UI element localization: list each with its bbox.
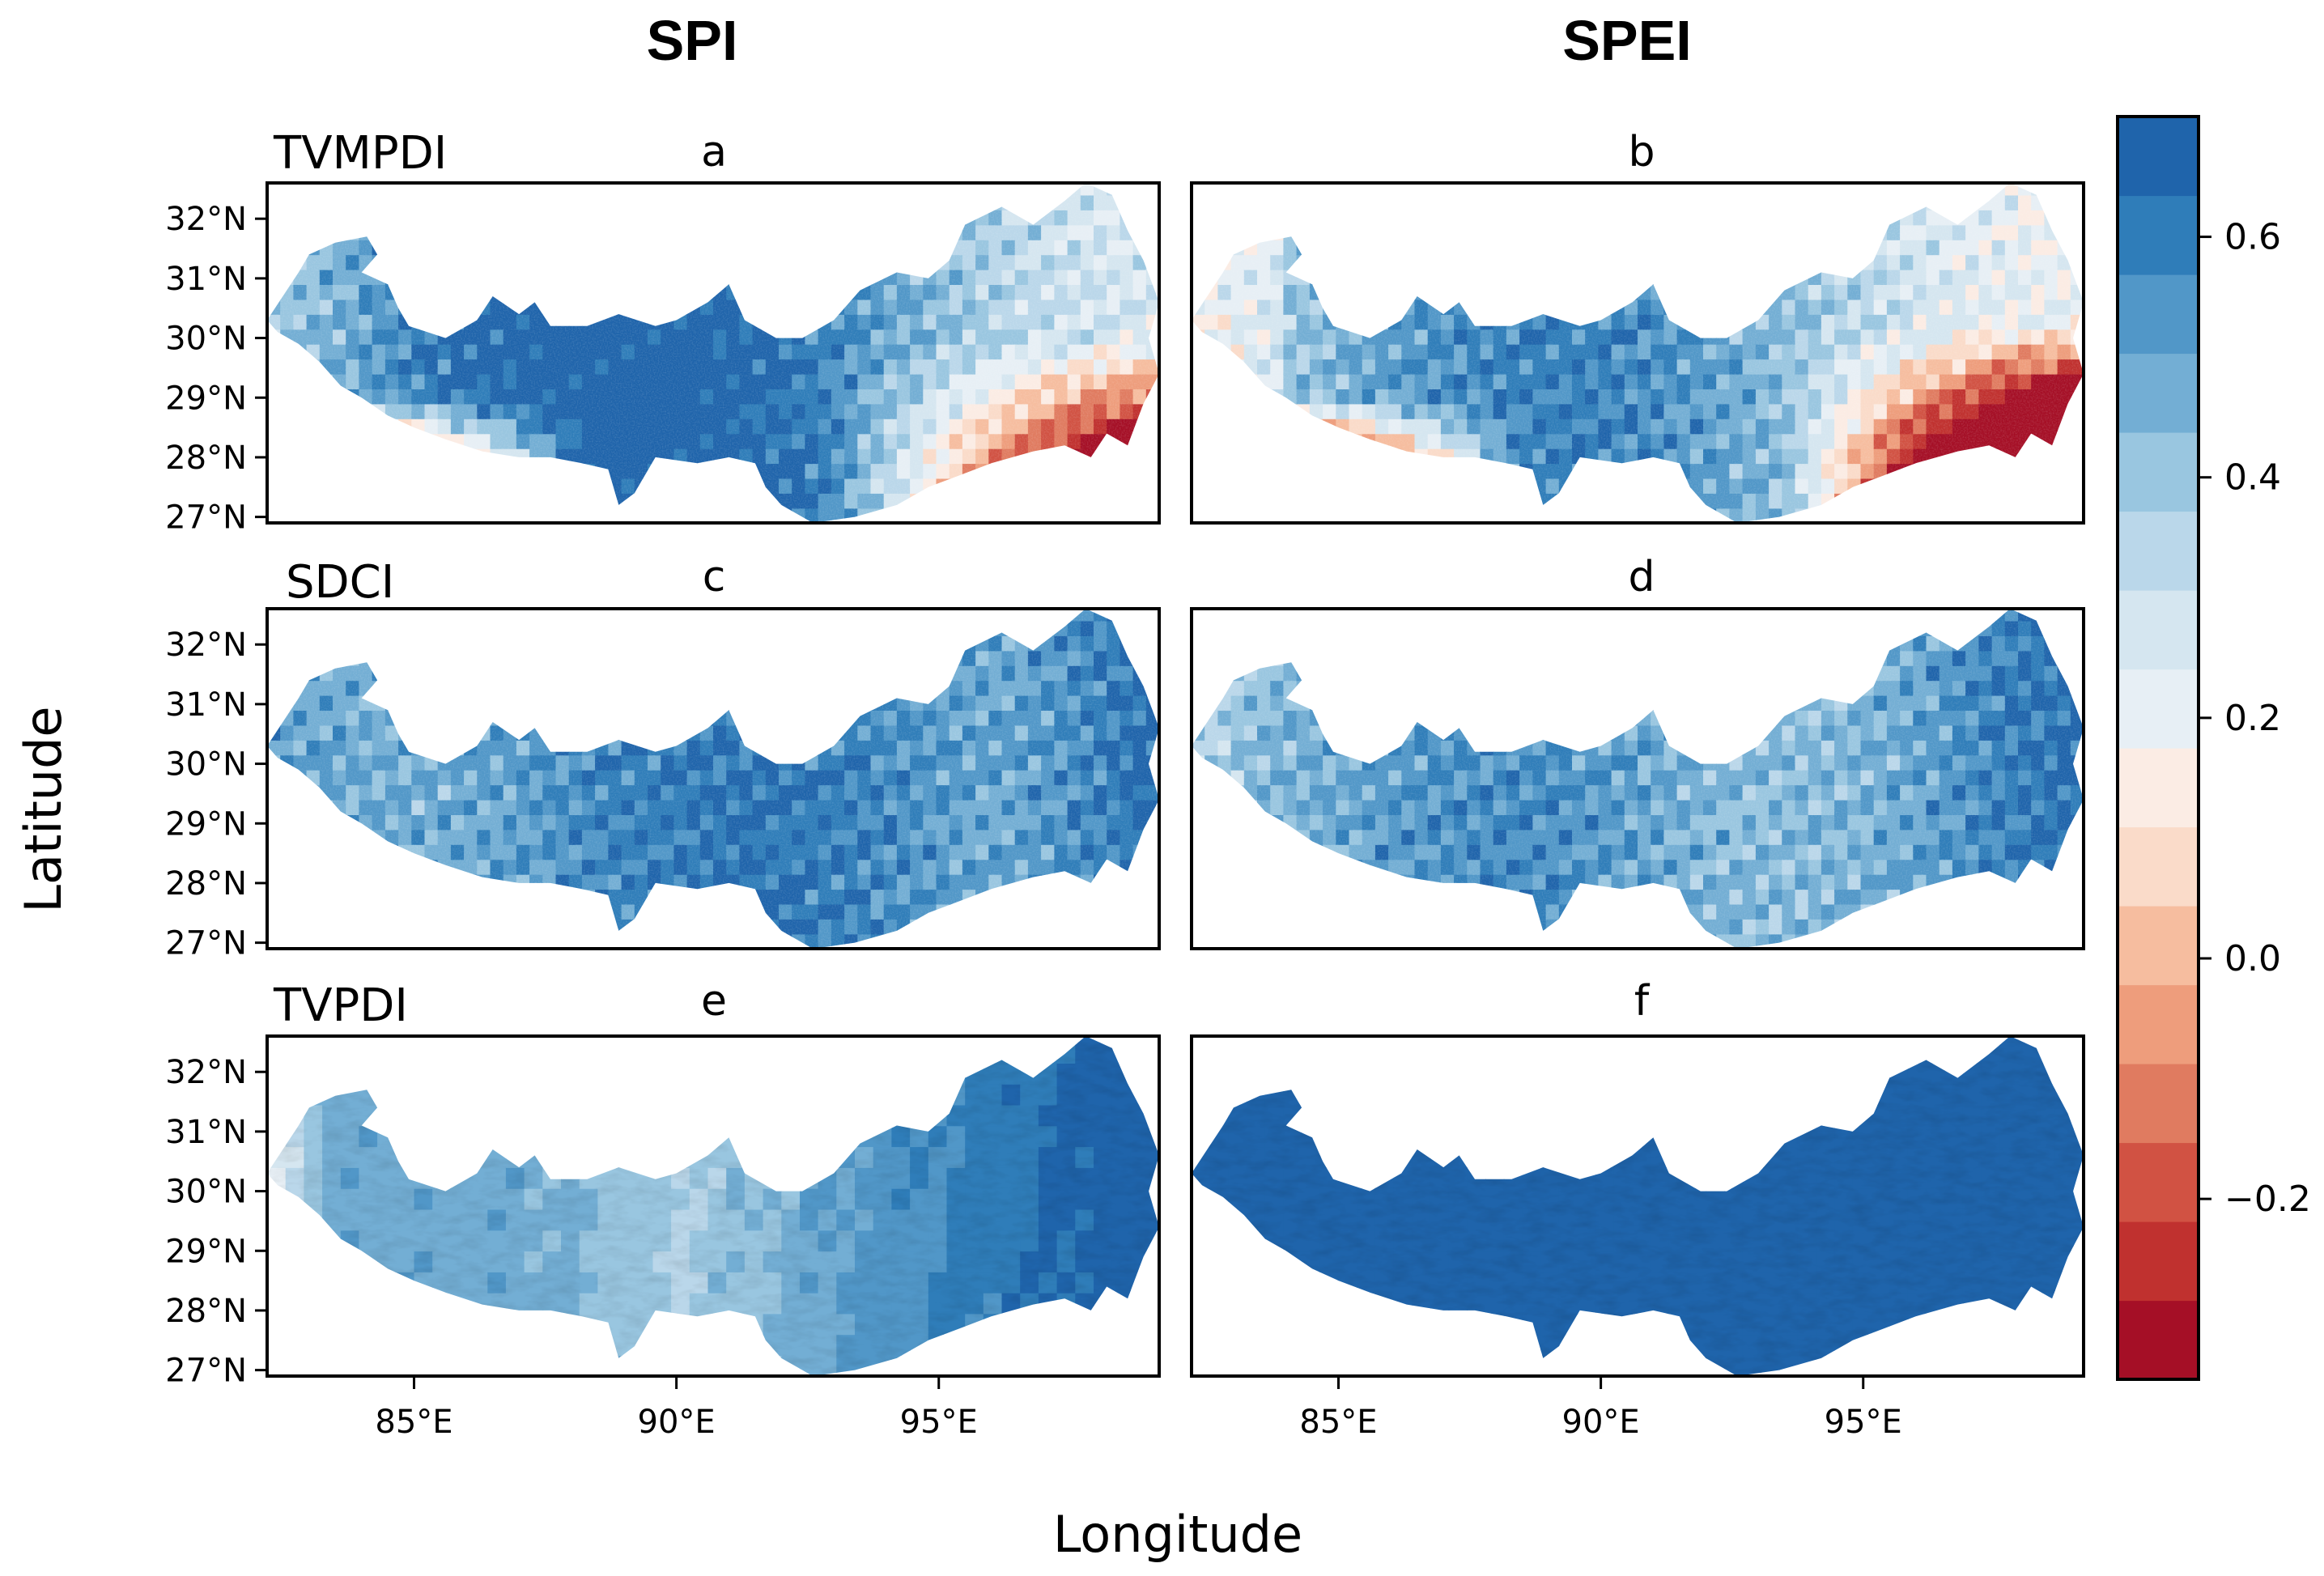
colorbar-segment bbox=[2118, 1142, 2199, 1222]
panel-frame-c bbox=[266, 607, 1161, 950]
colorbar-frame bbox=[2116, 115, 2200, 1381]
lat-tick-label: 27°N bbox=[165, 925, 247, 962]
panel-frame-f bbox=[1190, 1034, 2085, 1378]
map-panel-d bbox=[1190, 607, 2085, 950]
map-panel-f bbox=[1190, 1034, 2085, 1378]
row-label-sdci: SDCI bbox=[286, 556, 394, 609]
colorbar-segment bbox=[2118, 748, 2199, 828]
column-title-spei: SPEI bbox=[1562, 9, 1692, 72]
panel-label-b: b bbox=[1628, 128, 1655, 176]
latitude-axis: 27°N 28°N 29°N 30°N 31°N 32°N 27°N 28°N 29°N 30°N… bbox=[165, 201, 267, 1390]
lon-tick-label: 90°E bbox=[638, 1404, 716, 1441]
correlation-field-f bbox=[1192, 1036, 2084, 1376]
map-panel-b bbox=[1190, 181, 2085, 525]
lat-tick-label: 30°N bbox=[165, 746, 247, 784]
panel-label-c: c bbox=[703, 553, 726, 601]
lon-tick-label: 85°E bbox=[375, 1404, 452, 1441]
colorbar-segment bbox=[2118, 1064, 2199, 1144]
panel-label-e: e bbox=[701, 977, 727, 1026]
lat-tick-label: 28°N bbox=[165, 865, 247, 903]
lon-tick-label: 95°E bbox=[1825, 1404, 1902, 1441]
panel-label-f: f bbox=[1634, 977, 1651, 1026]
longitude-axis: 85°E 90°E 95°E 85°E 90°E 95°E bbox=[375, 1376, 1902, 1441]
colorbar-segment bbox=[2118, 1300, 2199, 1380]
lat-tick-label: 28°N bbox=[165, 440, 247, 477]
lat-tick-label: 31°N bbox=[165, 261, 247, 298]
lat-tick-label: 28°N bbox=[165, 1293, 247, 1330]
lat-tick-label: 32°N bbox=[165, 201, 247, 238]
colorbar-segment bbox=[2118, 906, 2199, 986]
column-title-spi: SPI bbox=[647, 9, 738, 72]
lat-tick-label: 31°N bbox=[165, 1114, 247, 1151]
lat-tick-label: 27°N bbox=[165, 1353, 247, 1390]
colorbar-tick-label: 0.0 bbox=[2224, 938, 2281, 979]
lat-tick-label: 32°N bbox=[165, 627, 247, 664]
colorbar-segment bbox=[2118, 117, 2199, 197]
colorbar-tick-label: 0.2 bbox=[2224, 698, 2281, 739]
colorbar-segment bbox=[2118, 826, 2199, 907]
lon-tick-label: 95°E bbox=[900, 1404, 978, 1441]
lat-tick-label: 30°N bbox=[165, 321, 247, 358]
map-panel-a bbox=[266, 181, 1161, 525]
x-axis-label: Longitude bbox=[1053, 1505, 1302, 1564]
colorbar-tick-label: 0.6 bbox=[2224, 217, 2281, 258]
panel-label-d: d bbox=[1628, 553, 1655, 601]
colorbar-segment bbox=[2118, 432, 2199, 512]
lat-tick-label: 29°N bbox=[165, 805, 247, 843]
lat-tick-label: 30°N bbox=[165, 1174, 247, 1211]
colorbar-tick-label: 0.4 bbox=[2224, 457, 2281, 499]
lon-tick-label: 85°E bbox=[1299, 1404, 1377, 1441]
panel-frame-e bbox=[266, 1034, 1161, 1378]
colorbar-segment bbox=[2118, 590, 2199, 670]
row-label-tvmpdi: TVMPDI bbox=[273, 127, 447, 180]
panel-frame-d bbox=[1190, 607, 2085, 950]
correlation-field-b bbox=[1192, 183, 2084, 523]
colorbar-segment bbox=[2118, 195, 2199, 275]
map-panel-c bbox=[266, 607, 1161, 950]
lat-tick-label: 32°N bbox=[165, 1054, 247, 1091]
correlation-field-a bbox=[267, 183, 1159, 523]
panel-frame-a bbox=[266, 181, 1161, 525]
lat-tick-label: 29°N bbox=[165, 1233, 247, 1270]
lat-tick-label: 27°N bbox=[165, 499, 247, 537]
lat-tick-label: 29°N bbox=[165, 380, 247, 417]
map-panel-e bbox=[266, 1034, 1161, 1378]
colorbar-segment bbox=[2118, 984, 2199, 1064]
colorbar-segment bbox=[2118, 1221, 2199, 1302]
correlation-field-c bbox=[267, 609, 1159, 949]
y-axis-label: Latitude bbox=[14, 706, 73, 912]
panel-frame-b bbox=[1190, 181, 2085, 525]
colorbar-segment bbox=[2118, 274, 2199, 355]
colorbar-segment bbox=[2118, 511, 2199, 591]
colorbar-tick-label: −0.2 bbox=[2224, 1179, 2311, 1220]
lon-tick-label: 90°E bbox=[1562, 1404, 1640, 1441]
correlation-field-e bbox=[267, 1036, 1159, 1376]
colorbar-segment bbox=[2118, 353, 2199, 433]
colorbar-segment bbox=[2118, 669, 2199, 749]
row-label-tvpdi: TVPDI bbox=[273, 979, 408, 1032]
panel-label-a: a bbox=[701, 128, 727, 176]
colorbar: 0.6 0.4 0.2 0.0 −0.2 bbox=[2116, 115, 2311, 1381]
correlation-field-d bbox=[1192, 609, 2084, 949]
lat-tick-label: 31°N bbox=[165, 686, 247, 724]
